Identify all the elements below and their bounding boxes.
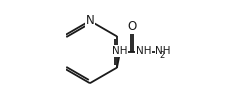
Text: 2: 2 [160, 51, 165, 60]
Text: NH: NH [112, 46, 128, 56]
Text: O: O [127, 20, 137, 33]
Text: NH: NH [136, 46, 151, 56]
Text: NH: NH [155, 46, 170, 56]
Text: N: N [85, 14, 94, 27]
